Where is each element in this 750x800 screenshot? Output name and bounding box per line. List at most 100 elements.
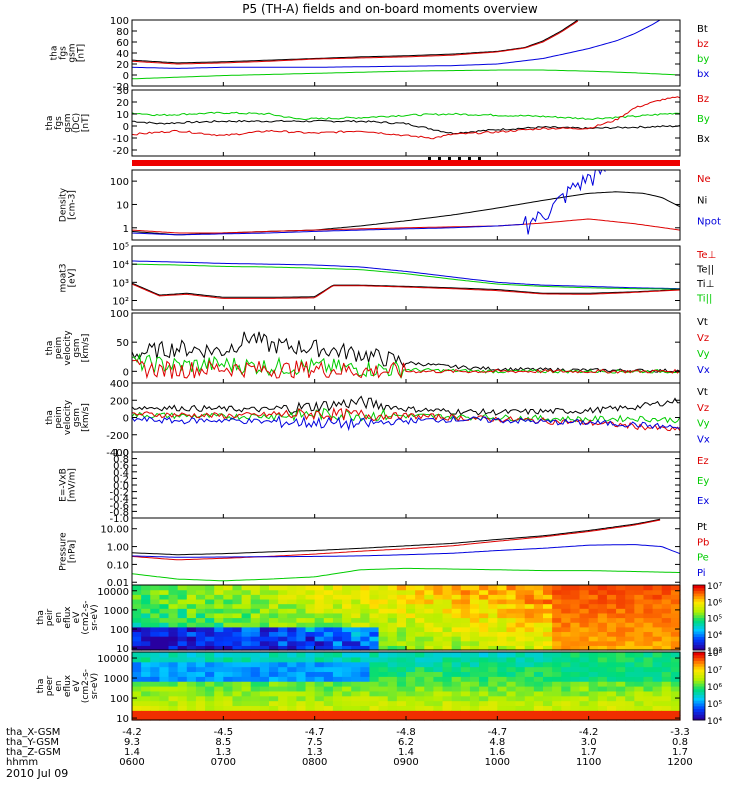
heatmap-cell bbox=[543, 640, 553, 646]
series-line-black bbox=[132, 331, 680, 373]
heatmap-cell bbox=[305, 652, 316, 658]
legend-entry: Ex bbox=[697, 496, 709, 507]
heatmap-cell bbox=[351, 640, 361, 646]
heatmap-cell bbox=[451, 598, 462, 605]
heatmap-cell bbox=[150, 598, 160, 605]
heatmap-cell bbox=[360, 636, 371, 642]
heatmap-cell bbox=[250, 686, 261, 692]
heatmap-cell bbox=[506, 676, 517, 682]
heatmap-cell bbox=[378, 622, 389, 628]
heatmap-cell bbox=[314, 636, 325, 642]
heatmap-cell bbox=[415, 645, 425, 651]
heatmap-cell bbox=[460, 645, 471, 651]
heatmap-cell bbox=[186, 676, 197, 682]
heatmap-cell bbox=[232, 585, 243, 591]
heatmap-cell bbox=[652, 608, 663, 614]
heatmap-cell bbox=[360, 666, 371, 673]
heatmap-cell bbox=[214, 603, 224, 609]
heatmap-cell bbox=[269, 626, 279, 633]
heatmap-cell bbox=[424, 608, 434, 614]
heatmap-cell bbox=[606, 671, 617, 677]
heatmap-cell bbox=[305, 598, 316, 605]
heatmap-cell bbox=[241, 585, 252, 591]
heatmap-cell bbox=[497, 608, 508, 614]
heatmap-cell bbox=[141, 631, 151, 637]
heatmap-cell bbox=[524, 617, 535, 623]
heatmap-cell bbox=[415, 695, 425, 702]
heatmap-cell bbox=[177, 666, 188, 673]
heatmap-cell bbox=[205, 598, 215, 605]
heatmap-cell bbox=[305, 690, 316, 697]
heatmap-cell bbox=[606, 686, 617, 692]
heatmap-cell bbox=[415, 700, 425, 707]
y-tick-label: -0.8 bbox=[109, 507, 129, 518]
heatmap-cell bbox=[159, 622, 170, 628]
y-tick-label: 10000 bbox=[97, 654, 129, 665]
heatmap-cell bbox=[442, 710, 453, 716]
heatmap-cell bbox=[451, 589, 462, 595]
heatmap-cell bbox=[616, 626, 626, 633]
heatmap-cell bbox=[552, 612, 562, 619]
heatmap-cell bbox=[150, 603, 160, 609]
heatmap-cell bbox=[533, 645, 544, 651]
legend-entry: Ti⊥ bbox=[696, 279, 714, 290]
heatmap-cell bbox=[378, 631, 389, 637]
heatmap-cell bbox=[223, 661, 234, 668]
heatmap-cell bbox=[415, 652, 425, 658]
heatmap-cell bbox=[396, 710, 407, 716]
heatmap-cell bbox=[396, 645, 407, 651]
heatmap-cell bbox=[132, 710, 142, 716]
heatmap-cell bbox=[278, 645, 288, 651]
heatmap-cell bbox=[616, 585, 626, 591]
heatmap-cell bbox=[168, 603, 179, 609]
heatmap-cell bbox=[387, 656, 398, 663]
heatmap-cell bbox=[195, 690, 206, 697]
heatmap-cell bbox=[223, 715, 234, 721]
heatmap-cell bbox=[579, 700, 590, 707]
heatmap-cell bbox=[597, 666, 608, 673]
heatmap-cell bbox=[406, 631, 416, 637]
colorbar-cell bbox=[693, 606, 705, 610]
heatmap-cell bbox=[378, 715, 389, 721]
heatmap-cell bbox=[214, 608, 224, 614]
heatmap-cell bbox=[360, 681, 371, 687]
heatmap-cell bbox=[643, 585, 654, 591]
heatmap-cell bbox=[524, 671, 535, 677]
legend-entry: bx bbox=[697, 69, 709, 80]
heatmap-cell bbox=[469, 640, 480, 646]
series-line-black bbox=[132, 282, 680, 298]
heatmap-cell bbox=[469, 671, 480, 677]
heatmap-cell bbox=[634, 589, 645, 595]
heatmap-cell bbox=[561, 681, 571, 687]
heatmap-cell bbox=[342, 603, 352, 609]
heatmap-cell bbox=[214, 640, 224, 646]
heatmap-cell bbox=[223, 608, 234, 614]
heatmap-cell bbox=[451, 640, 462, 646]
heatmap-cell bbox=[205, 617, 215, 623]
status-bar bbox=[132, 160, 680, 166]
heatmap-cell bbox=[323, 603, 334, 609]
heatmap-cell bbox=[442, 626, 453, 633]
y-tick-label: 10⁵ bbox=[112, 242, 129, 253]
heatmap-cell bbox=[634, 700, 645, 707]
series-group bbox=[132, 20, 680, 80]
y-tick-label: 0 bbox=[123, 122, 129, 133]
heatmap-cell bbox=[287, 671, 297, 677]
heatmap-cell bbox=[332, 700, 343, 707]
heatmap-cell bbox=[132, 656, 142, 663]
heatmap-cell bbox=[132, 585, 142, 591]
heatmap-cell bbox=[205, 715, 215, 721]
heatmap-cell bbox=[259, 686, 270, 692]
heatmap-cell bbox=[332, 640, 343, 646]
heatmap-cell bbox=[652, 690, 663, 697]
heatmap-cell bbox=[296, 636, 307, 642]
ephemeris-cell: 1000 bbox=[485, 757, 510, 768]
heatmap-cell bbox=[150, 652, 160, 658]
heatmap-cell bbox=[643, 636, 654, 642]
heatmap-cell bbox=[469, 631, 480, 637]
heatmap-cell bbox=[241, 671, 252, 677]
heatmap-cell bbox=[296, 626, 307, 633]
heatmap-cell bbox=[296, 585, 307, 591]
heatmap-cell bbox=[342, 585, 352, 591]
heatmap-cell bbox=[634, 645, 645, 651]
